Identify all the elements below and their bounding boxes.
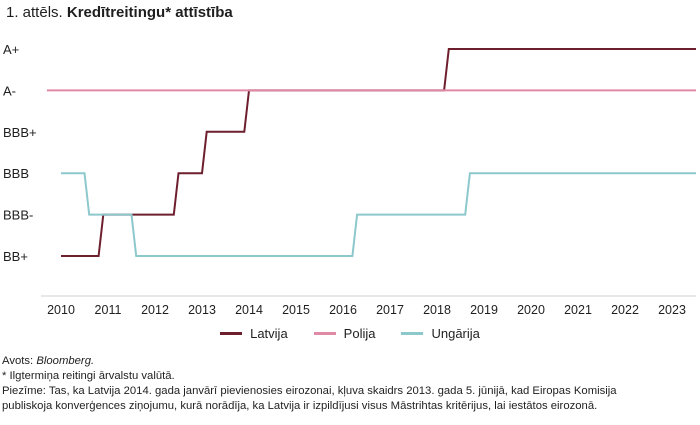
source-label: Avots: bbox=[2, 355, 34, 367]
x-tick-label: 2019 bbox=[470, 303, 498, 317]
legend-swatch bbox=[401, 332, 424, 335]
y-tick-label: A- bbox=[3, 83, 16, 98]
y-tick-label: A+ bbox=[3, 42, 19, 57]
x-tick-label: 2010 bbox=[47, 303, 75, 317]
legend-label: Polija bbox=[343, 326, 376, 341]
chart-title-main: Kredītreitingu* attīstība bbox=[66, 4, 233, 21]
legend-label: Latvija bbox=[250, 326, 288, 341]
x-tick-label: 2022 bbox=[611, 303, 639, 317]
y-tick-label: BBB+ bbox=[3, 125, 37, 140]
y-tick-label: BBB bbox=[3, 166, 29, 181]
remark-line-1: Piezīme: Tas, ka Latvija 2014. gada janv… bbox=[2, 385, 617, 397]
chart-title-prefix: 1. attēls. bbox=[6, 4, 63, 21]
legend: Latvija Polija Ungārija bbox=[0, 326, 700, 341]
legend-swatch bbox=[220, 332, 243, 335]
chart-title: 1. attēls. Kredītreitingu* attīstība bbox=[6, 4, 233, 21]
x-tick-label: 2014 bbox=[235, 303, 263, 317]
x-tick-label: 2017 bbox=[376, 303, 404, 317]
x-axis-ticks: 2010 2011 2012 2013 2014 2015 2016 2017 2018 2019… bbox=[47, 303, 686, 317]
x-tick-label: 2011 bbox=[95, 303, 122, 317]
notes: Avots: Bloomberg. * Ilgtermiņa reitingi … bbox=[2, 354, 698, 414]
legend-label: Ungārija bbox=[431, 326, 480, 341]
legend-swatch bbox=[313, 332, 336, 335]
remark-line-2: publiskoja konverģences ziņojumu, kurā n… bbox=[2, 400, 598, 412]
source-name: Bloomberg. bbox=[36, 355, 95, 367]
x-tick-label: 2015 bbox=[282, 303, 310, 317]
series-line-latvija bbox=[61, 48, 696, 257]
legend-item: Latvija bbox=[220, 326, 288, 341]
x-tick-label: 2018 bbox=[423, 303, 451, 317]
x-tick-label: 2020 bbox=[517, 303, 545, 317]
source-note: Avots: Bloomberg. bbox=[2, 354, 698, 369]
y-tick-label: BBB- bbox=[3, 208, 33, 223]
series-lines bbox=[46, 48, 696, 257]
x-tick-label: 2023 bbox=[658, 303, 686, 317]
legend-item: Ungārija bbox=[401, 326, 480, 341]
x-tick-label: 2021 bbox=[564, 303, 592, 317]
legend-item: Polija bbox=[313, 326, 376, 341]
x-tick-label: 2013 bbox=[188, 303, 216, 317]
x-tick-label: 2016 bbox=[329, 303, 357, 317]
y-tick-label: BB+ bbox=[3, 249, 28, 264]
footnote: * Ilgtermiņa reitingi ārvalstu valūtā. bbox=[2, 370, 175, 382]
x-tick-label: 2012 bbox=[141, 303, 169, 317]
y-axis-ticks: BB+ BBB- BBB BBB+ A- A+ bbox=[3, 42, 37, 264]
series-line-ungārija bbox=[61, 172, 696, 257]
